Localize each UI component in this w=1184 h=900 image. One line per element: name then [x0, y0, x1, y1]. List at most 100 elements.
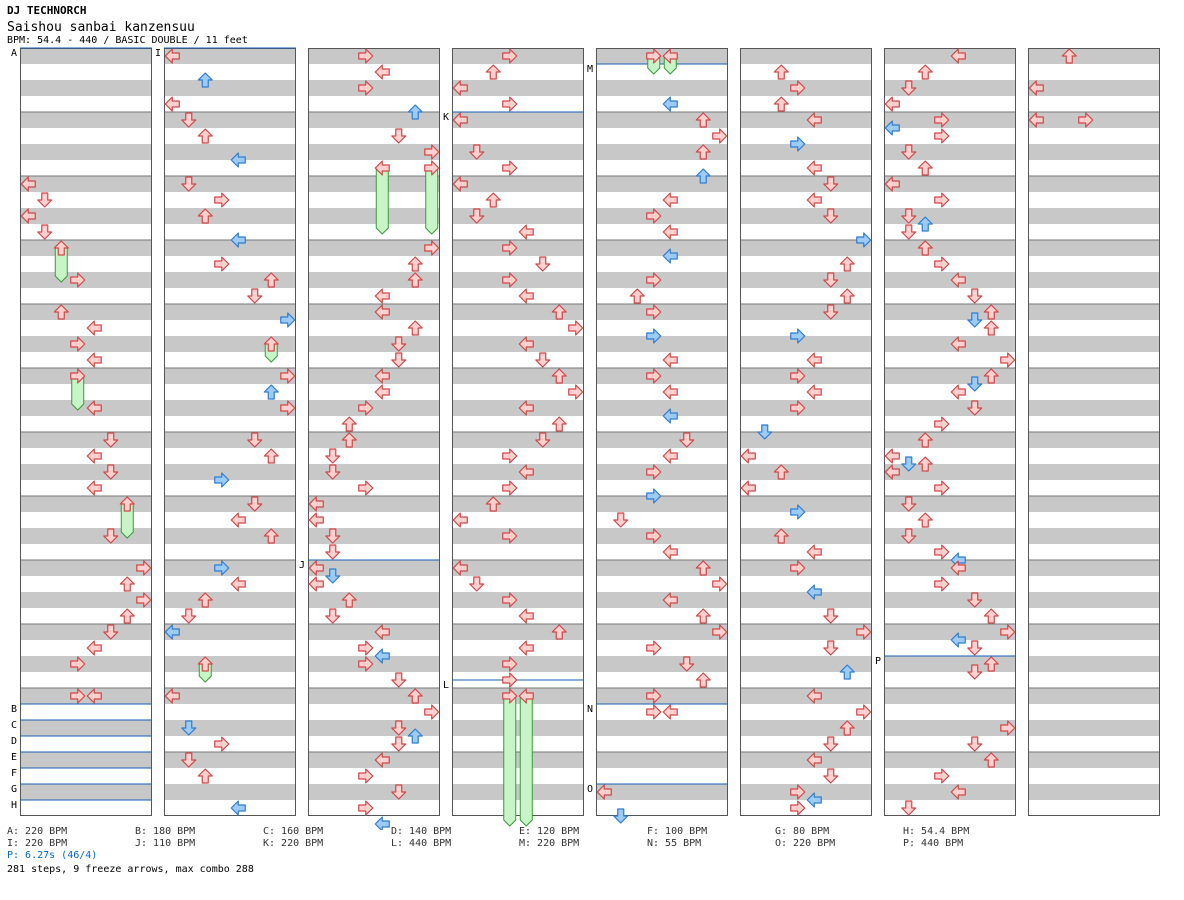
arrow-left-icon — [230, 576, 246, 592]
arrow-left-icon — [518, 288, 534, 304]
bpm-marker-label: C — [11, 720, 17, 731]
beat-stripe — [452, 656, 584, 672]
beat-stripe — [740, 464, 872, 480]
arrow-down-icon — [37, 224, 53, 240]
beat-stripe — [740, 656, 872, 672]
beat-stripe — [596, 400, 728, 416]
arrow-down-icon — [679, 656, 695, 672]
arrow-right-icon — [934, 544, 950, 560]
beat-stripe — [1028, 304, 1160, 320]
beat-stripe — [164, 720, 296, 736]
arrow-down-icon — [37, 192, 53, 208]
beat-stripe — [20, 496, 152, 512]
arrow-right-icon — [358, 768, 374, 784]
arrow-left-icon — [950, 272, 966, 288]
arrow-up-icon — [551, 416, 567, 432]
beat-stripe — [596, 624, 728, 640]
bpm-legend-c: C: 160 BPM — [263, 826, 324, 837]
arrow-left-icon — [452, 512, 468, 528]
beat-stripe — [20, 144, 152, 160]
arrow-right-icon — [502, 656, 518, 672]
arrow-up-icon — [407, 256, 423, 272]
beat-stripe — [308, 400, 440, 416]
arrow-left-icon — [86, 320, 102, 336]
beat-stripe — [452, 752, 584, 768]
arrow-left-icon — [230, 800, 246, 816]
arrow-right-icon — [934, 192, 950, 208]
beat-stripe — [884, 112, 1016, 128]
arrow-up-icon — [551, 304, 567, 320]
arrow-down-icon — [967, 592, 983, 608]
arrow-left-icon — [230, 512, 246, 528]
beat-stripe — [884, 368, 1016, 384]
arrow-right-icon — [424, 704, 440, 720]
arrow-up-icon — [629, 288, 645, 304]
arrow-down-icon — [967, 400, 983, 416]
bpm-marker-label: H — [11, 800, 17, 811]
beat-stripe — [1028, 496, 1160, 512]
arrow-right-icon — [358, 656, 374, 672]
arrow-up-icon — [263, 448, 279, 464]
arrow-up-icon — [263, 528, 279, 544]
arrow-down-icon — [181, 176, 197, 192]
column-border — [740, 48, 872, 816]
beat-stripe — [452, 48, 584, 64]
arrow-up-icon — [551, 368, 567, 384]
beat-stripe — [164, 176, 296, 192]
arrow-up-icon — [839, 720, 855, 736]
bpm-legend-h: H: 54.4 BPM — [903, 826, 970, 837]
beat-stripe — [884, 720, 1016, 736]
beat-stripe — [308, 560, 440, 576]
arrow-up-icon — [773, 464, 789, 480]
beat-stripe — [20, 48, 152, 64]
beat-stripe — [20, 240, 152, 256]
beat-stripe — [452, 304, 584, 320]
arrow-down-icon — [391, 352, 407, 368]
arrow-left-icon — [806, 752, 822, 768]
arrow-left-icon — [308, 576, 324, 592]
beat-stripe — [164, 560, 296, 576]
beat-stripe — [20, 720, 152, 736]
arrow-right-icon — [568, 320, 584, 336]
arrow-right-icon — [70, 336, 86, 352]
beat-stripe — [20, 688, 152, 704]
arrow-right-icon — [790, 328, 806, 344]
arrow-down-icon — [391, 672, 407, 688]
beat-stripe — [1028, 464, 1160, 480]
arrow-left-icon — [518, 688, 534, 704]
arrow-down-icon — [901, 496, 917, 512]
beat-stripe — [596, 80, 728, 96]
beat-stripe — [452, 80, 584, 96]
arrow-up-icon — [263, 336, 279, 352]
arrow-down-icon — [901, 80, 917, 96]
beat-stripe — [1028, 560, 1160, 576]
arrow-up-icon — [917, 240, 933, 256]
arrow-left-icon — [662, 592, 678, 608]
arrow-left-icon — [950, 48, 966, 64]
arrow-right-icon — [646, 704, 662, 720]
arrow-up-icon — [197, 128, 213, 144]
beat-stripe — [596, 368, 728, 384]
arrow-up-icon — [695, 560, 711, 576]
arrow-left-icon — [518, 464, 534, 480]
beat-stripe — [596, 720, 728, 736]
arrow-left-icon — [20, 176, 36, 192]
arrow-left-icon — [662, 192, 678, 208]
column-border — [308, 48, 440, 816]
beat-stripe — [596, 464, 728, 480]
arrow-down-icon — [469, 208, 485, 224]
beat-stripe — [1028, 272, 1160, 288]
beat-stripe — [740, 496, 872, 512]
arrow-up-icon — [695, 112, 711, 128]
beat-stripe — [740, 400, 872, 416]
beat-stripe — [1028, 720, 1160, 736]
beat-stripe — [740, 592, 872, 608]
arrow-right-icon — [646, 328, 662, 344]
arrow-down-icon — [823, 736, 839, 752]
bpm-legend-o: O: 220 BPM — [775, 838, 836, 849]
arrow-right-icon — [712, 624, 728, 640]
arrow-down-icon — [247, 496, 263, 512]
arrow-right-icon — [70, 688, 86, 704]
arrow-left-icon — [86, 400, 102, 416]
beat-stripe — [452, 720, 584, 736]
